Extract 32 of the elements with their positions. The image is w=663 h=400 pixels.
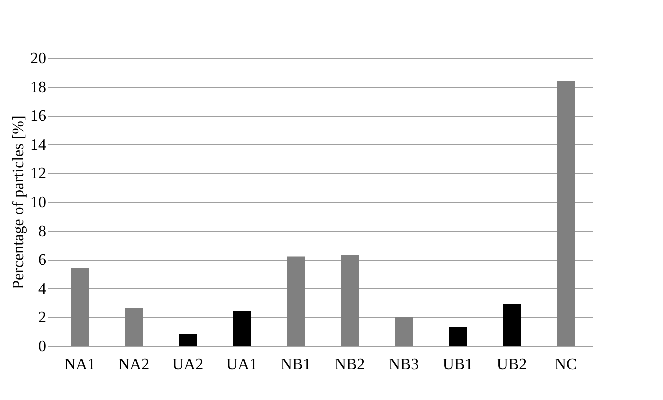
bar: [287, 256, 305, 346]
y-tick-label: 12: [30, 166, 46, 183]
bar: [179, 334, 197, 346]
x-tick-label: NB2: [334, 356, 366, 374]
y-tick-label: 16: [30, 108, 46, 126]
y-tick-label: 14: [30, 136, 46, 154]
x-tick-label: NC: [554, 356, 578, 374]
y-axis-title: Percentage of particles [%]: [10, 116, 28, 290]
x-tick-label: NB1: [280, 356, 312, 374]
y-tick-label: 0: [38, 338, 46, 356]
bar: [233, 311, 251, 346]
y-tick-label: 2: [38, 310, 46, 327]
bar: [395, 317, 413, 346]
x-tick-label: NB3: [388, 356, 420, 374]
bar: [449, 327, 467, 346]
y-tick-label: 20: [30, 50, 46, 68]
bar: [557, 81, 575, 346]
bar: [125, 308, 143, 346]
x-tick-label: UB2: [496, 356, 528, 374]
bar: [503, 304, 521, 346]
bar: [71, 268, 89, 346]
y-tick-label: 4: [38, 280, 46, 298]
y-tick-label: 8: [38, 223, 46, 240]
y-tick-label: 18: [30, 79, 46, 96]
y-tick-label: 10: [30, 194, 46, 212]
x-tick-label: NA1: [64, 356, 96, 374]
y-tick-label: 6: [38, 252, 46, 270]
bar: [341, 255, 359, 346]
x-tick-label: UA1: [226, 356, 258, 374]
x-tick-label: UA2: [172, 356, 204, 374]
x-tick-label: UB1: [442, 356, 474, 374]
x-tick-label: NA2: [118, 356, 150, 374]
